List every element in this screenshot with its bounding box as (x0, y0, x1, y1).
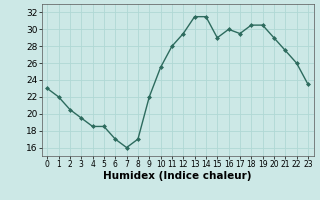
X-axis label: Humidex (Indice chaleur): Humidex (Indice chaleur) (103, 171, 252, 181)
